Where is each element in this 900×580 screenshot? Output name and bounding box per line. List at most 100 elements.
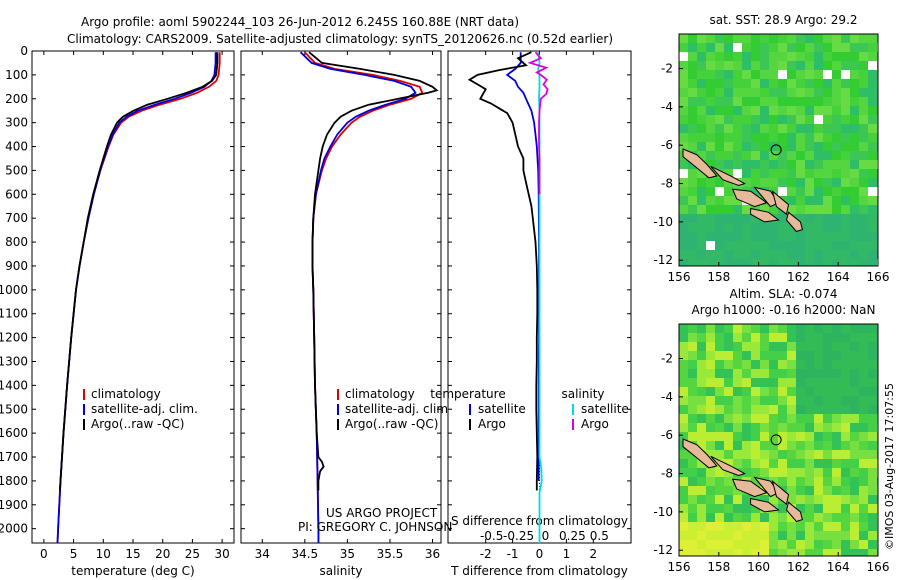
map-cell <box>742 360 751 369</box>
map-cell <box>823 342 832 351</box>
map-cell <box>787 468 796 477</box>
map-cell <box>787 151 796 160</box>
map-cell <box>868 133 877 142</box>
map-cell <box>751 513 760 522</box>
map-cell <box>751 504 760 513</box>
map-cell <box>724 214 733 223</box>
map-cell <box>859 259 868 266</box>
map-cell <box>868 387 877 396</box>
map-cell <box>724 504 733 513</box>
map-cell <box>859 43 868 52</box>
map-cell <box>697 369 706 378</box>
map-cell <box>787 522 796 531</box>
map-cell <box>778 477 787 486</box>
y-tick-label: 0 <box>20 44 28 58</box>
map-cell <box>814 79 823 88</box>
map-cell <box>778 351 787 360</box>
map-cell <box>697 378 706 387</box>
map-cell <box>805 531 814 540</box>
map-cell <box>742 513 751 522</box>
map-cell <box>688 259 697 266</box>
map-cell <box>778 88 787 97</box>
map-cell <box>850 232 859 241</box>
map-cell <box>805 70 814 79</box>
map-cell <box>787 124 796 133</box>
y-tick-label: 600 <box>5 187 28 201</box>
map-cell <box>688 43 697 52</box>
map-cell <box>706 52 715 61</box>
map-cell <box>805 504 814 513</box>
map-cell <box>733 414 742 423</box>
map-cell <box>814 432 823 441</box>
map-cell <box>760 34 769 43</box>
y-tick-label: 200 <box>5 92 28 106</box>
map-cell <box>715 549 724 556</box>
map-cell <box>733 324 742 333</box>
y-tick-label: 1500 <box>0 402 28 416</box>
map-cell <box>697 405 706 414</box>
salinity-profile-panel: 34 34.5 35 35.5 36 salinity climatologysatelli… <box>240 50 452 578</box>
map-cell <box>850 178 859 187</box>
island-landmass <box>785 501 804 523</box>
map-cell <box>823 495 832 504</box>
series-line <box>467 51 539 491</box>
map-cell <box>778 151 787 160</box>
map-cell <box>769 522 778 531</box>
map-cell <box>679 142 688 151</box>
map-cell <box>679 414 688 423</box>
map-cell <box>787 414 796 423</box>
map-cell <box>805 160 814 169</box>
map-cell <box>751 522 760 531</box>
map-cell <box>733 259 742 266</box>
map-cell <box>805 34 814 43</box>
map-cell <box>706 468 715 477</box>
map-cell <box>787 52 796 61</box>
map-cell <box>697 486 706 495</box>
map-cell <box>679 160 688 169</box>
map-cell <box>868 504 877 513</box>
map-cell <box>805 342 814 351</box>
map-cell <box>787 133 796 142</box>
plot-frame <box>240 50 442 544</box>
map-cell <box>679 324 688 333</box>
map-cell <box>724 531 733 540</box>
island-landmass <box>710 455 746 477</box>
sla-map-panel: Altim. SLA: -0.074 Argo h1000: -0.16 h200… <box>653 287 889 574</box>
map-x-tick-label: 158 <box>707 560 730 574</box>
map-cell <box>805 324 814 333</box>
map-cell <box>715 540 724 549</box>
map-cell <box>760 450 769 459</box>
map-cell <box>679 531 688 540</box>
map-cell <box>688 333 697 342</box>
map-cell <box>805 405 814 414</box>
map-cell <box>769 106 778 115</box>
map-cell <box>850 486 859 495</box>
map-cell <box>688 432 697 441</box>
map-cell <box>742 369 751 378</box>
y-tick-label: 1000 <box>0 283 28 297</box>
map-cell <box>715 232 724 241</box>
map-cell <box>805 414 814 423</box>
map-cell <box>697 324 706 333</box>
legend-label: satellite-adj. clim. <box>91 402 198 416</box>
map-cell <box>796 70 805 79</box>
map-cell <box>814 495 823 504</box>
map-cell <box>796 378 805 387</box>
map-cell <box>859 459 868 468</box>
map-cell <box>859 142 868 151</box>
map-cell <box>706 34 715 43</box>
map-cell <box>733 342 742 351</box>
map-cell <box>832 169 841 178</box>
map-cell <box>715 468 724 477</box>
map-cell <box>787 387 796 396</box>
map-cell <box>715 432 724 441</box>
map-cell <box>715 324 724 333</box>
plot-frame <box>31 50 235 544</box>
map-cell <box>742 504 751 513</box>
map-cell <box>697 214 706 223</box>
map-cell <box>751 423 760 432</box>
map-cell <box>769 414 778 423</box>
map-cell <box>805 459 814 468</box>
x-tick-label: 1 <box>563 547 571 561</box>
map-cell <box>823 70 832 79</box>
